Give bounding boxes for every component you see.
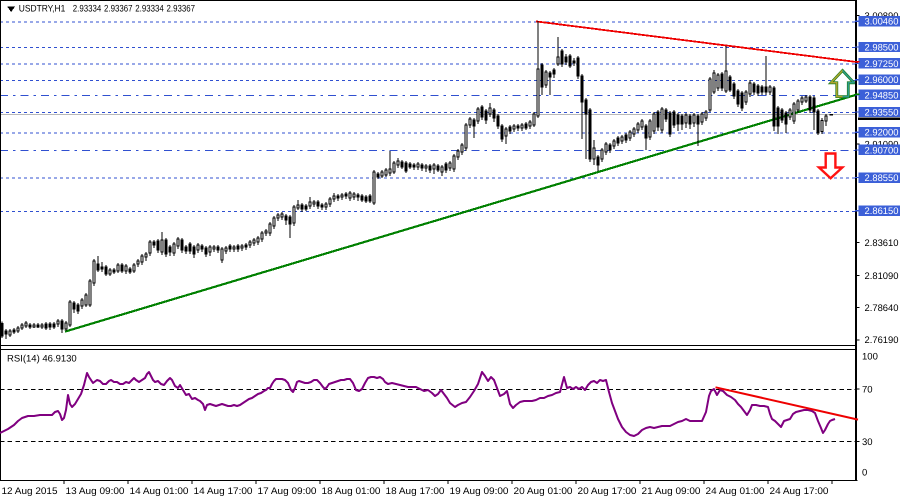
svg-text:2.76190: 2.76190 — [865, 335, 899, 346]
svg-text:20 Aug 01:00: 20 Aug 01:00 — [514, 486, 573, 497]
svg-text:2.93334: 2.93334 — [135, 3, 164, 14]
svg-text:12 Aug 2015: 12 Aug 2015 — [2, 486, 58, 497]
svg-text:18 Aug 01:00: 18 Aug 01:00 — [322, 486, 381, 497]
svg-text:19 Aug 09:00: 19 Aug 09:00 — [450, 486, 509, 497]
svg-text:2.96000: 2.96000 — [865, 75, 899, 86]
svg-text:2.86150: 2.86150 — [865, 206, 899, 217]
svg-text:2.93550: 2.93550 — [865, 107, 899, 118]
svg-text:2.98500: 2.98500 — [865, 42, 899, 53]
svg-text:2.93367: 2.93367 — [104, 3, 133, 14]
svg-text:70: 70 — [862, 385, 873, 396]
svg-text:0: 0 — [862, 468, 867, 479]
svg-text:2.94850: 2.94850 — [865, 90, 899, 101]
svg-text:14 Aug 17:00: 14 Aug 17:00 — [194, 486, 253, 497]
svg-text:18 Aug 17:00: 18 Aug 17:00 — [386, 486, 445, 497]
svg-text:2.88550: 2.88550 — [865, 173, 899, 184]
svg-text:2.92000: 2.92000 — [865, 128, 899, 139]
svg-text:2.90700: 2.90700 — [865, 145, 899, 156]
svg-text:2.93334: 2.93334 — [73, 3, 102, 14]
svg-text:17 Aug 09:00: 17 Aug 09:00 — [258, 486, 317, 497]
svg-text:2.93367: 2.93367 — [167, 3, 196, 14]
svg-text:USDTRY,H1: USDTRY,H1 — [19, 3, 66, 14]
svg-text:RSI(14) 46.9130: RSI(14) 46.9130 — [7, 354, 77, 365]
svg-text:14 Aug 01:00: 14 Aug 01:00 — [130, 486, 189, 497]
svg-text:20 Aug 17:00: 20 Aug 17:00 — [578, 486, 637, 497]
svg-text:3.00460: 3.00460 — [865, 17, 899, 28]
svg-text:100: 100 — [862, 352, 878, 363]
svg-text:21 Aug 09:00: 21 Aug 09:00 — [642, 486, 701, 497]
svg-text:2.78640: 2.78640 — [865, 303, 899, 314]
svg-text:2.97250: 2.97250 — [865, 59, 899, 70]
svg-text:30: 30 — [862, 437, 873, 448]
svg-text:2.81090: 2.81090 — [865, 271, 899, 282]
svg-text:24 Aug 01:00: 24 Aug 01:00 — [706, 486, 765, 497]
svg-text:13 Aug 09:00: 13 Aug 09:00 — [66, 486, 125, 497]
svg-text:2.83610: 2.83610 — [865, 238, 899, 249]
svg-text:24 Aug 17:00: 24 Aug 17:00 — [770, 486, 829, 497]
